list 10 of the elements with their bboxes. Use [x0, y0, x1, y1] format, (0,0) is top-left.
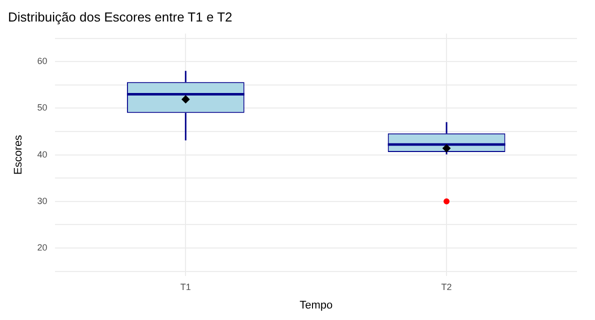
x-tick-label: T1: [180, 282, 191, 292]
y-tick-label: 40: [37, 149, 48, 160]
x-tick-label: T2: [441, 282, 452, 292]
chart-title: Distribuição dos Escores entre T1 e T2: [8, 9, 232, 24]
y-axis-title: Escores: [12, 134, 25, 175]
x-axis-title: Tempo: [300, 299, 333, 312]
y-tick-label: 20: [37, 242, 48, 253]
y-tick-label: 60: [37, 56, 48, 66]
y-tick-label: 30: [37, 196, 48, 206]
y-tick-label: 50: [37, 102, 48, 113]
